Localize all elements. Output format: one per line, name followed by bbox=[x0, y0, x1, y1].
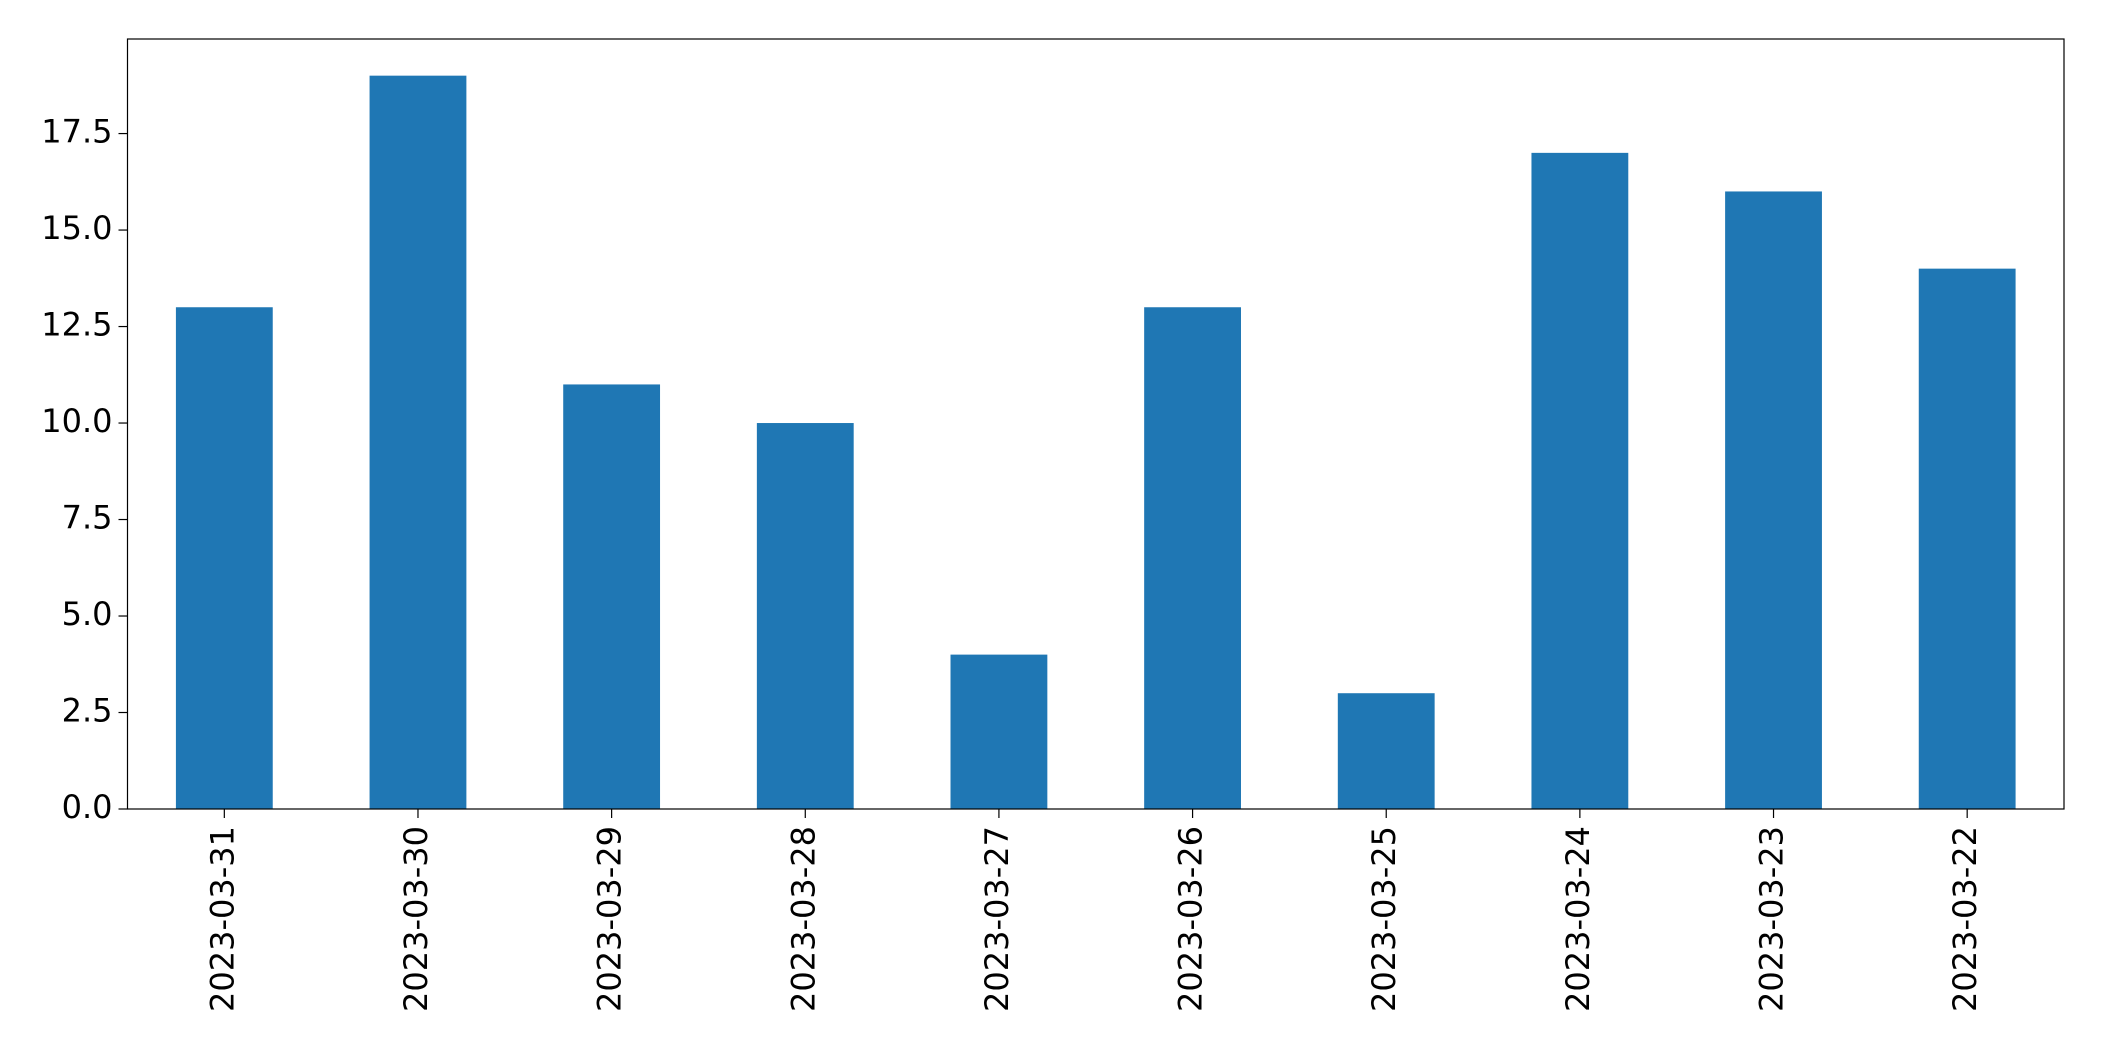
y-tick-label: 10.0 bbox=[41, 402, 112, 440]
bar bbox=[1531, 152, 1629, 810]
plot-frame bbox=[126, 38, 2065, 810]
x-tick-label: 2023-03-30 bbox=[397, 826, 435, 1012]
x-tick-label: 2023-03-31 bbox=[203, 826, 241, 1012]
bar bbox=[369, 75, 467, 809]
y-tick-label: 5.0 bbox=[62, 595, 113, 633]
x-tick-label: 2023-03-26 bbox=[1172, 826, 1210, 1012]
bar bbox=[1725, 191, 1822, 809]
x-tick-label: 2023-03-24 bbox=[1559, 826, 1597, 1012]
y-tick-label: 17.5 bbox=[41, 113, 112, 151]
bar bbox=[1144, 307, 1241, 809]
x-tick-label: 2023-03-25 bbox=[1365, 826, 1403, 1012]
bar bbox=[950, 654, 1048, 809]
bar bbox=[1918, 268, 2016, 809]
y-tick-label: 12.5 bbox=[41, 306, 112, 344]
bar bbox=[175, 307, 273, 809]
x-tick-label: 2023-03-29 bbox=[591, 826, 629, 1012]
x-tick-label: 2023-03-27 bbox=[978, 826, 1016, 1012]
x-tick-label: 2023-03-23 bbox=[1753, 826, 1791, 1012]
y-tick-label: 15.0 bbox=[41, 209, 112, 247]
x-tick-label: 2023-03-28 bbox=[784, 826, 822, 1012]
bar bbox=[756, 423, 854, 809]
bar bbox=[1337, 693, 1435, 809]
bar bbox=[563, 384, 661, 809]
y-tick-label: 2.5 bbox=[62, 692, 113, 730]
y-tick-label: 0.0 bbox=[62, 788, 113, 826]
y-tick-label: 7.5 bbox=[62, 499, 113, 537]
x-tick-label: 2023-03-22 bbox=[1946, 826, 1984, 1012]
